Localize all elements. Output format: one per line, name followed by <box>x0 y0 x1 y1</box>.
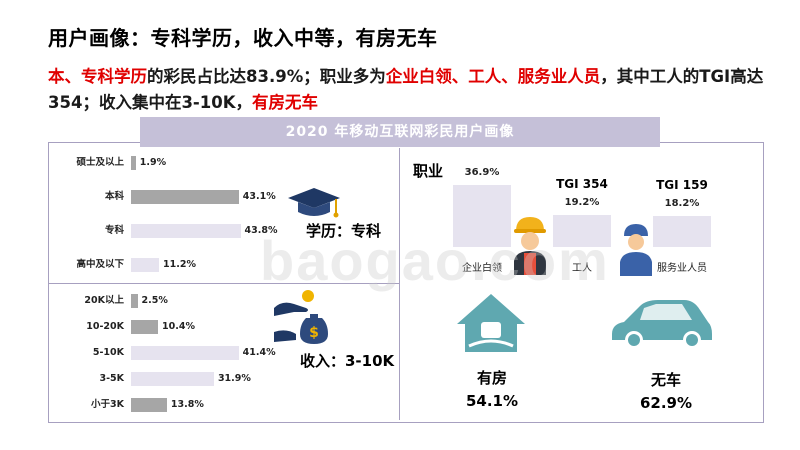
education-row-label: 专科 <box>104 225 124 236</box>
occupation-value: 36.9% <box>464 167 500 178</box>
service-worker-icon <box>620 224 652 276</box>
occupation-bar <box>553 214 611 247</box>
summary-segment: 有房无车 <box>252 93 319 112</box>
income-row-bar <box>131 320 159 334</box>
occupation-label: 工人 <box>572 263 592 274</box>
income-row-value: 41.4% <box>242 347 276 358</box>
income-row-label: 5-10K <box>92 347 124 358</box>
portrait-banner: 2020 年移动互联网彩民用户画像 <box>140 117 660 147</box>
housing-label: 有房 <box>476 369 507 387</box>
summary-segment: 本、专科学历 <box>48 67 147 86</box>
horizontal-divider <box>48 283 399 284</box>
education-row-label: 硕士及以上 <box>76 157 124 168</box>
occupation-tgi: TGI 159 <box>656 178 708 193</box>
education-row-bar <box>131 190 239 204</box>
money-bag-icon: $ <box>274 290 328 344</box>
occupation-bar <box>453 185 511 247</box>
graduation-cap-icon <box>288 188 340 218</box>
occupation-value: 19.2% <box>564 196 600 208</box>
summary-text: 本、专科学历的彩民占比达83.9%；职业多为企业白领、工人、服务业人员，其中工人… <box>48 64 788 116</box>
income-row-bar <box>131 372 214 386</box>
income-row-label: 20K以上 <box>84 295 124 306</box>
education-row-value: 1.9% <box>139 157 167 168</box>
income-row-label: 3-5K <box>99 373 124 384</box>
occupation-label: 服务业人员 <box>657 263 707 274</box>
income-row-value: 31.9% <box>217 373 251 384</box>
car-label: 无车 <box>650 371 681 389</box>
income-row-bar <box>131 346 239 360</box>
worker-icon <box>514 217 546 275</box>
income-row-bar <box>131 398 167 412</box>
education-row-value: 11.2% <box>163 259 196 270</box>
education-row-value: 43.8% <box>244 225 278 236</box>
income-row-label: 10-20K <box>86 321 124 332</box>
summary-segment: 企业白领、工人、服务业人员 <box>385 67 601 86</box>
page-title: 用户画像：专科学历，收入中等，有房无车 <box>48 26 438 50</box>
income-row-value: 2.5% <box>141 295 168 306</box>
vertical-divider <box>399 148 400 420</box>
education-caption: 学历：专科 <box>306 222 382 240</box>
occupation-bar <box>653 216 711 247</box>
education-row-value: 43.1% <box>242 191 276 202</box>
occupation-value: 18.2% <box>664 198 700 210</box>
occupation-title: 职业 <box>413 162 444 180</box>
income-row-bar <box>131 294 138 308</box>
summary-segment: ，其中工人的TGI高达354；收入集中在3-10K， <box>48 67 764 112</box>
income-row-value: 10.4% <box>162 321 195 332</box>
house-icon <box>457 294 525 352</box>
income-row-label: 小于3K <box>91 399 124 410</box>
summary-segment: 的彩民占比达83.9%；职业多为 <box>147 67 386 86</box>
car-value: 62.9% <box>639 394 693 412</box>
housing-value: 54.1% <box>465 392 519 410</box>
education-row-bar <box>131 258 159 272</box>
income-caption: 收入：3-10K <box>300 352 395 370</box>
education-row-bar <box>131 156 136 170</box>
education-row-label: 高中及以下 <box>76 259 124 270</box>
education-row-bar <box>131 224 241 238</box>
occupation-tgi: TGI 354 <box>556 176 608 191</box>
car-icon <box>612 300 712 349</box>
svg-text:$: $ <box>309 325 319 341</box>
occupation-label: 企业白领 <box>462 263 502 274</box>
education-row-label: 本科 <box>104 191 124 202</box>
income-row-value: 13.8% <box>170 399 204 410</box>
